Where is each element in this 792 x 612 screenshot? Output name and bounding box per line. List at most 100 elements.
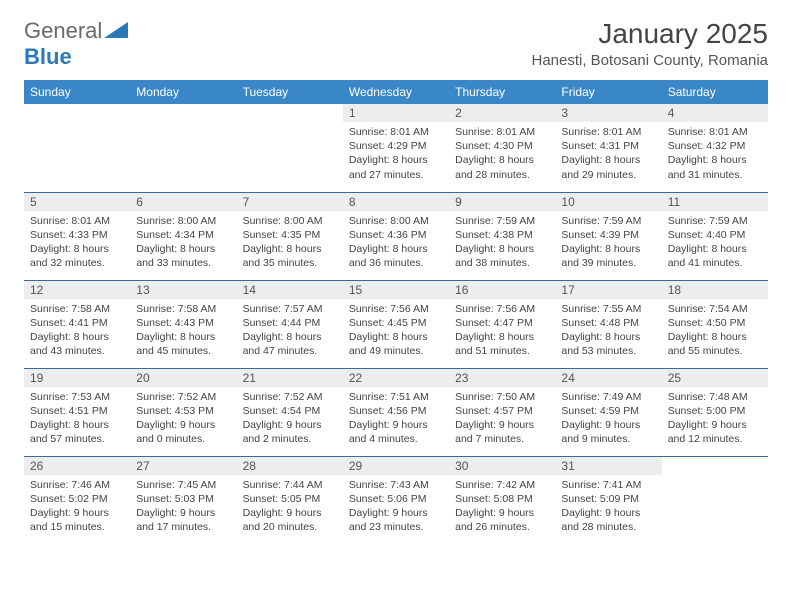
day-content: Sunrise: 7:56 AMSunset: 4:47 PMDaylight:… [449,299,555,362]
daylight-line1: Daylight: 9 hours [561,418,655,432]
daylight-line2: and 36 minutes. [349,256,443,270]
sunset-text: Sunset: 5:09 PM [561,492,655,506]
daylight-line1: Daylight: 9 hours [455,418,549,432]
daylight-line1: Daylight: 9 hours [30,506,124,520]
day-content: Sunrise: 7:59 AMSunset: 4:38 PMDaylight:… [449,211,555,274]
day-content: Sunrise: 7:46 AMSunset: 5:02 PMDaylight:… [24,475,130,538]
day-number [237,104,343,108]
calendar-day-cell: 19Sunrise: 7:53 AMSunset: 4:51 PMDayligh… [24,368,130,456]
weekday-header-row: Sunday Monday Tuesday Wednesday Thursday… [24,80,768,104]
sunrise-text: Sunrise: 7:59 AM [561,214,655,228]
calendar-day-cell: 29Sunrise: 7:43 AMSunset: 5:06 PMDayligh… [343,456,449,544]
calendar-day-cell: 27Sunrise: 7:45 AMSunset: 5:03 PMDayligh… [130,456,236,544]
daylight-line1: Daylight: 9 hours [136,418,230,432]
calendar-day-cell: 3Sunrise: 8:01 AMSunset: 4:31 PMDaylight… [555,104,661,192]
day-number: 11 [662,193,768,211]
daylight-line2: and 15 minutes. [30,520,124,534]
sunset-text: Sunset: 4:43 PM [136,316,230,330]
sunset-text: Sunset: 4:29 PM [349,139,443,153]
daylight-line1: Daylight: 8 hours [561,330,655,344]
day-number: 4 [662,104,768,122]
calendar-day-cell: 24Sunrise: 7:49 AMSunset: 4:59 PMDayligh… [555,368,661,456]
sunset-text: Sunset: 5:08 PM [455,492,549,506]
daylight-line2: and 17 minutes. [136,520,230,534]
sunset-text: Sunset: 4:56 PM [349,404,443,418]
sunrise-text: Sunrise: 7:55 AM [561,302,655,316]
daylight-line2: and 27 minutes. [349,168,443,182]
sunrise-text: Sunrise: 7:45 AM [136,478,230,492]
sunrise-text: Sunrise: 7:52 AM [243,390,337,404]
daylight-line1: Daylight: 9 hours [349,418,443,432]
calendar-day-cell [24,104,130,192]
day-content: Sunrise: 7:41 AMSunset: 5:09 PMDaylight:… [555,475,661,538]
day-number: 12 [24,281,130,299]
calendar-day-cell: 13Sunrise: 7:58 AMSunset: 4:43 PMDayligh… [130,280,236,368]
daylight-line1: Daylight: 8 hours [455,153,549,167]
day-number: 10 [555,193,661,211]
sunrise-text: Sunrise: 7:49 AM [561,390,655,404]
daylight-line1: Daylight: 8 hours [243,330,337,344]
calendar-day-cell: 25Sunrise: 7:48 AMSunset: 5:00 PMDayligh… [662,368,768,456]
weekday-header: Monday [130,80,236,104]
daylight-line2: and 20 minutes. [243,520,337,534]
sunrise-text: Sunrise: 7:42 AM [455,478,549,492]
daylight-line2: and 41 minutes. [668,256,762,270]
sunrise-text: Sunrise: 8:01 AM [561,125,655,139]
header-right: January 2025 Hanesti, Botosani County, R… [531,18,768,69]
sunset-text: Sunset: 4:34 PM [136,228,230,242]
day-content: Sunrise: 7:50 AMSunset: 4:57 PMDaylight:… [449,387,555,450]
calendar-day-cell [662,456,768,544]
calendar-day-cell: 18Sunrise: 7:54 AMSunset: 4:50 PMDayligh… [662,280,768,368]
day-content: Sunrise: 8:01 AMSunset: 4:30 PMDaylight:… [449,122,555,185]
daylight-line1: Daylight: 8 hours [243,242,337,256]
daylight-line2: and 57 minutes. [30,432,124,446]
daylight-line2: and 53 minutes. [561,344,655,358]
day-number: 25 [662,369,768,387]
sunset-text: Sunset: 4:48 PM [561,316,655,330]
daylight-line2: and 7 minutes. [455,432,549,446]
daylight-line1: Daylight: 8 hours [668,153,762,167]
location: Hanesti, Botosani County, Romania [531,52,768,69]
daylight-line2: and 31 minutes. [668,168,762,182]
calendar-day-cell: 12Sunrise: 7:58 AMSunset: 4:41 PMDayligh… [24,280,130,368]
calendar-day-cell: 20Sunrise: 7:52 AMSunset: 4:53 PMDayligh… [130,368,236,456]
calendar-day-cell: 16Sunrise: 7:56 AMSunset: 4:47 PMDayligh… [449,280,555,368]
daylight-line1: Daylight: 9 hours [243,418,337,432]
weekday-header: Saturday [662,80,768,104]
logo-text-general: General [24,18,102,43]
day-number: 13 [130,281,236,299]
sunrise-text: Sunrise: 7:51 AM [349,390,443,404]
day-content: Sunrise: 8:00 AMSunset: 4:35 PMDaylight:… [237,211,343,274]
day-number: 31 [555,457,661,475]
sunrise-text: Sunrise: 7:56 AM [455,302,549,316]
day-number: 29 [343,457,449,475]
logo: General Blue [24,18,128,70]
daylight-line1: Daylight: 9 hours [243,506,337,520]
daylight-line2: and 23 minutes. [349,520,443,534]
daylight-line2: and 33 minutes. [136,256,230,270]
day-number: 22 [343,369,449,387]
calendar-day-cell: 11Sunrise: 7:59 AMSunset: 4:40 PMDayligh… [662,192,768,280]
sunset-text: Sunset: 4:50 PM [668,316,762,330]
calendar-day-cell: 17Sunrise: 7:55 AMSunset: 4:48 PMDayligh… [555,280,661,368]
sunrise-text: Sunrise: 8:01 AM [349,125,443,139]
calendar-table: Sunday Monday Tuesday Wednesday Thursday… [24,80,768,544]
day-number: 18 [662,281,768,299]
sunrise-text: Sunrise: 7:54 AM [668,302,762,316]
sunrise-text: Sunrise: 7:53 AM [30,390,124,404]
daylight-line2: and 51 minutes. [455,344,549,358]
sunset-text: Sunset: 4:51 PM [30,404,124,418]
calendar-day-cell: 30Sunrise: 7:42 AMSunset: 5:08 PMDayligh… [449,456,555,544]
sunrise-text: Sunrise: 7:43 AM [349,478,443,492]
sunrise-text: Sunrise: 8:00 AM [136,214,230,228]
calendar-week-row: 26Sunrise: 7:46 AMSunset: 5:02 PMDayligh… [24,456,768,544]
day-number: 21 [237,369,343,387]
sunset-text: Sunset: 4:30 PM [455,139,549,153]
day-content: Sunrise: 7:59 AMSunset: 4:39 PMDaylight:… [555,211,661,274]
calendar-day-cell: 6Sunrise: 8:00 AMSunset: 4:34 PMDaylight… [130,192,236,280]
sunset-text: Sunset: 4:57 PM [455,404,549,418]
sunset-text: Sunset: 5:05 PM [243,492,337,506]
daylight-line1: Daylight: 8 hours [30,330,124,344]
day-number: 8 [343,193,449,211]
weekday-header: Sunday [24,80,130,104]
